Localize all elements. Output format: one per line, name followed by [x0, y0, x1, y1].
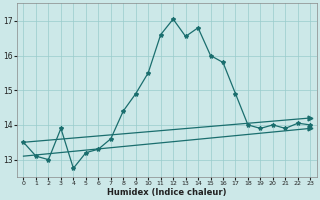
X-axis label: Humidex (Indice chaleur): Humidex (Indice chaleur)	[107, 188, 227, 197]
